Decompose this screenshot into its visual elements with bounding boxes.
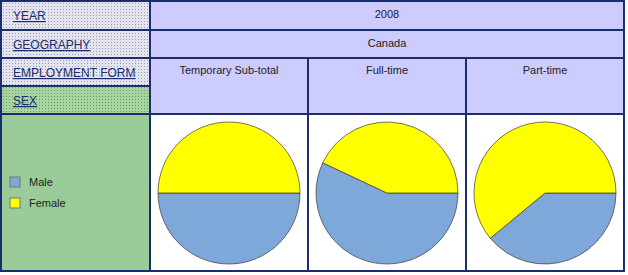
dimension-value: Canada [368,37,407,49]
column-header-cell [308,58,466,114]
column-header: Part-time [523,64,568,76]
legend-swatch [10,198,20,208]
legend-label: Male [29,176,53,188]
dimension-label[interactable]: GEOGRAPHY [13,38,90,52]
column-header: Full-time [366,64,408,76]
pie-slice[interactable] [323,122,458,193]
legend-label: Female [29,197,66,209]
label-cell [1,86,150,114]
pie [474,122,616,264]
legend: Male Female [10,176,66,209]
pie-slice[interactable] [474,122,616,238]
dimension-label[interactable]: EMPLOYMENT FORM [13,66,135,80]
pie-slice[interactable] [158,193,300,264]
value-cell [150,30,624,58]
label-cell [1,1,150,30]
legend-swatch [10,177,20,187]
pie [316,122,458,264]
column-header-cell [466,58,624,114]
pie-slice[interactable] [158,122,300,193]
column-header-cell [150,58,308,114]
label-cell [1,58,150,86]
pie-cell [466,114,624,271]
value-cell [150,1,624,30]
pie [158,122,300,264]
dimension-value: 2008 [375,8,399,20]
dimension-label[interactable]: SEX [13,94,37,108]
pie-cell [150,114,308,271]
pie-cell [308,114,466,271]
label-cell [1,30,150,58]
dimension-label[interactable]: YEAR [13,9,46,23]
chart: YEAR GEOGRAPHY EMPLOYMENT FORM SEX 2008 Canad… [0,0,628,275]
column-header: Temporary Sub-total [179,64,278,76]
legend-cell [1,114,150,271]
